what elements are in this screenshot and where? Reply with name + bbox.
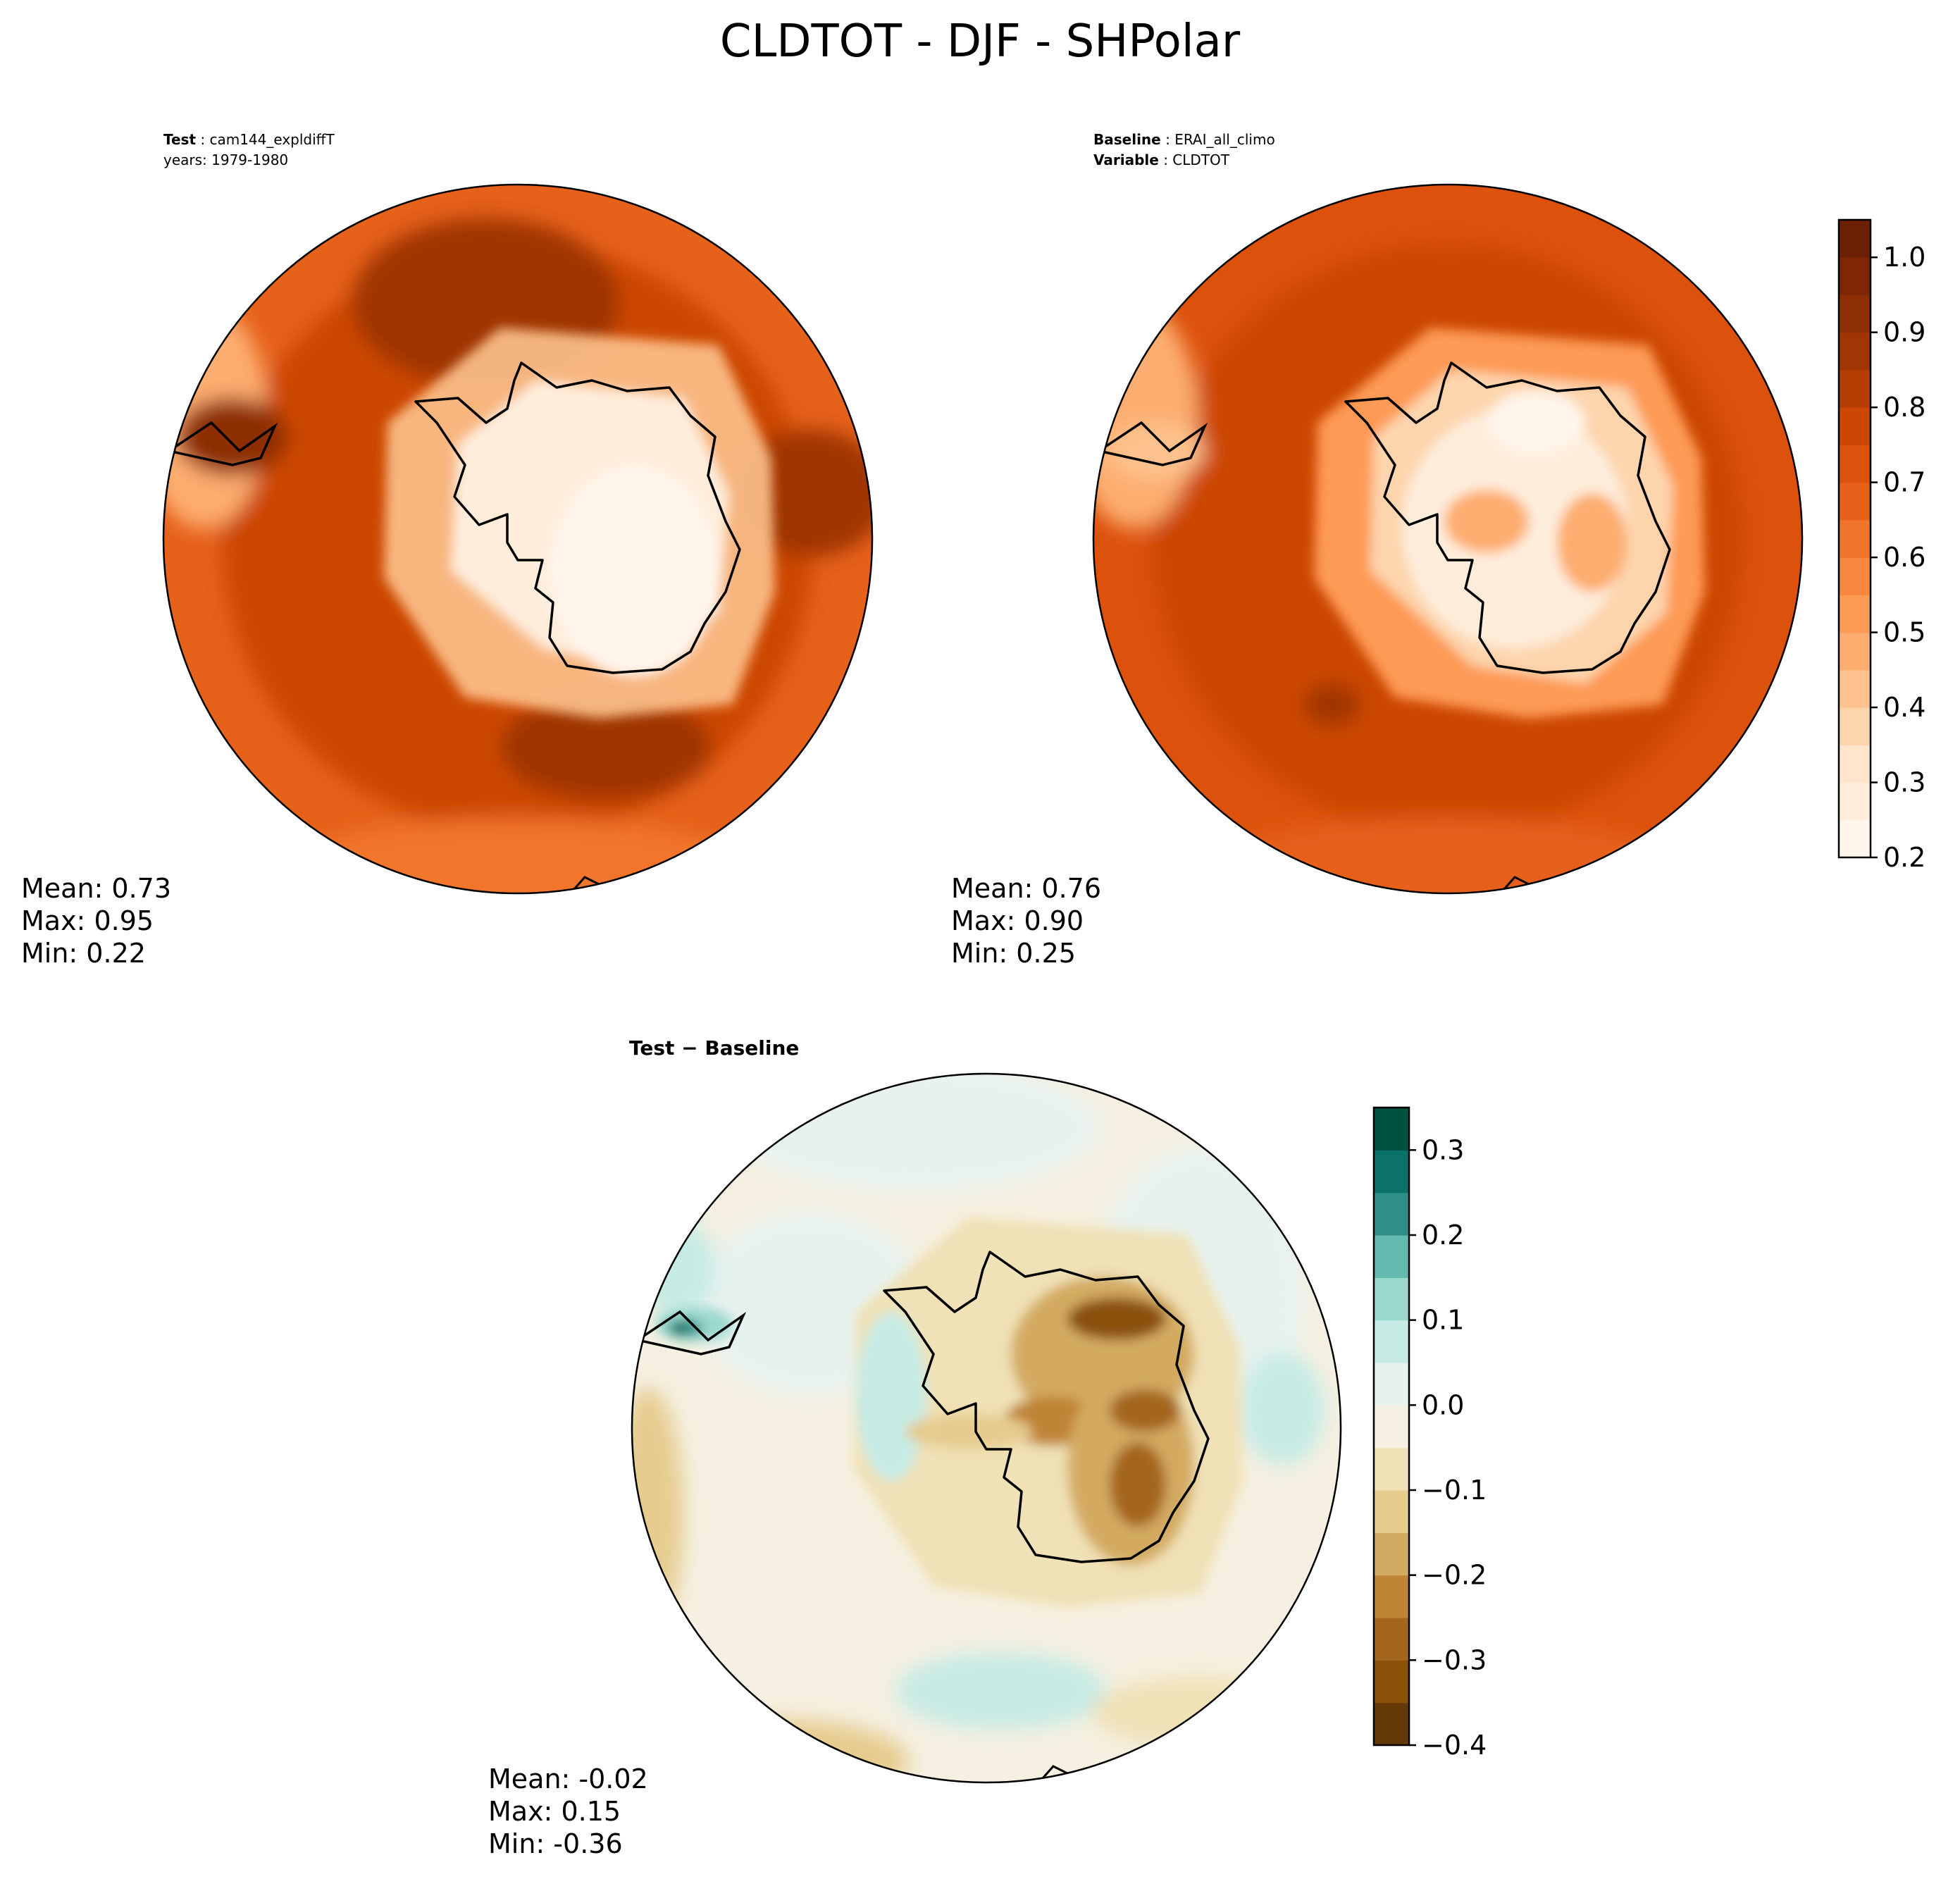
baseline-header-line-1: Baseline : ERAI_all_climo <box>1093 131 1275 148</box>
baseline-stat-min: Min: 0.25 <box>951 938 1076 969</box>
test-stat-mean: Mean: 0.73 <box>21 873 171 904</box>
difference-colorbar-band <box>1374 1532 1409 1576</box>
baseline-colorbar-band <box>1839 595 1871 633</box>
baseline-colorbar-band <box>1839 220 1871 258</box>
baseline-stat-mean: Mean: 0.76 <box>951 873 1101 904</box>
baseline-colorbar-band <box>1839 369 1871 408</box>
difference-colorbar-tick-label: 0.3 <box>1422 1134 1464 1165</box>
difference-colorbar-band <box>1374 1150 1409 1193</box>
panel-baseline: Baseline : ERAI_all_climo Variable : CLD… <box>951 131 1925 969</box>
baseline-colorbar: 0.2 0.3 0.4 0.5 0.6 0.7 0.8 0.9 1.0 <box>1837 218 1925 873</box>
difference-colorbar-band <box>1374 1192 1409 1236</box>
baseline-colorbar-tick-label: 0.5 <box>1883 617 1925 648</box>
baseline-colorbar-band <box>1839 445 1871 483</box>
difference-colorbar-band <box>1374 1490 1409 1533</box>
test-header-line-2: years: 1979-1980 <box>163 151 288 168</box>
difference-colorbar-band <box>1374 1618 1409 1661</box>
baseline-colorbar-tick-label: 0.4 <box>1883 692 1925 723</box>
difference-colorbar-tick-label: −0.3 <box>1422 1644 1487 1675</box>
baseline-stat-max: Max: 0.90 <box>951 905 1084 936</box>
baseline-colorbar-tick-label: 0.8 <box>1883 392 1925 423</box>
difference-colorbar-frame <box>1372 1106 1410 1747</box>
baseline-colorbar-tick-label: 0.9 <box>1883 317 1925 348</box>
difference-colorbar-tick-label: −0.1 <box>1422 1475 1487 1506</box>
baseline-colorbar-band <box>1839 819 1871 858</box>
baseline-colorbar-tick-label: 0.2 <box>1883 842 1925 873</box>
difference-map <box>632 1074 1341 1782</box>
difference-colorbar-tick-label: 0.0 <box>1422 1389 1464 1420</box>
difference-stat-mean: Mean: -0.02 <box>488 1763 648 1794</box>
test-stat-min: Min: 0.22 <box>21 938 146 969</box>
baseline-colorbar-band <box>1839 782 1871 821</box>
test-map <box>163 185 872 893</box>
baseline-colorbar-band <box>1839 669 1871 708</box>
baseline-colorbar-band <box>1839 745 1871 783</box>
panel-difference: Test − Baseline <box>488 1036 1487 1859</box>
baseline-colorbar-band <box>1839 332 1871 371</box>
baseline-colorbar-band <box>1839 632 1871 671</box>
baseline-colorbar-tick-label: 0.7 <box>1883 467 1925 498</box>
difference-colorbar-tick-label: −0.2 <box>1422 1560 1487 1591</box>
baseline-colorbar-tick-label: 1.0 <box>1883 242 1925 273</box>
difference-colorbar-band <box>1374 1575 1409 1618</box>
difference-colorbar-tick-label: 0.2 <box>1422 1220 1464 1251</box>
difference-colorbar-band <box>1374 1320 1409 1363</box>
baseline-colorbar-frame <box>1837 218 1872 859</box>
baseline-colorbar-band <box>1839 519 1871 558</box>
baseline-colorbar-band <box>1839 294 1871 333</box>
difference-colorbar-tick-label: 0.1 <box>1422 1305 1464 1336</box>
difference-colorbar-band <box>1374 1235 1409 1278</box>
difference-stat-max: Max: 0.15 <box>488 1796 621 1827</box>
test-map-boundary <box>162 183 874 895</box>
difference-colorbar-tick-label: −0.4 <box>1422 1730 1487 1761</box>
difference-colorbar: −0.4 −0.3 −0.2 −0.1 0.0 0.1 0.2 0.3 <box>1372 1106 1487 1761</box>
baseline-colorbar-tick-label: 0.6 <box>1883 542 1925 573</box>
baseline-header-line-2: Variable : CLDTOT <box>1093 151 1230 168</box>
difference-colorbar-band <box>1374 1702 1409 1746</box>
test-header-line-1: Test : cam144_expldiffT <box>163 131 335 148</box>
figure-title: CLDTOT - DJF - SHPolar <box>720 15 1241 68</box>
baseline-colorbar-band <box>1839 557 1871 595</box>
difference-map-boundary <box>631 1072 1342 1784</box>
difference-colorbar-band <box>1374 1405 1409 1449</box>
difference-stat-min: Min: -0.36 <box>488 1828 623 1859</box>
difference-colorbar-band <box>1374 1363 1409 1406</box>
difference-colorbar-band <box>1374 1447 1409 1491</box>
difference-colorbar-band <box>1374 1660 1409 1704</box>
baseline-colorbar-band <box>1839 407 1871 446</box>
test-stat-max: Max: 0.95 <box>21 905 154 936</box>
baseline-colorbar-band <box>1839 707 1871 745</box>
baseline-colorbar-band <box>1839 257 1871 296</box>
difference-colorbar-band <box>1374 1277 1409 1321</box>
baseline-map-boundary <box>1092 183 1804 895</box>
difference-header: Test − Baseline <box>629 1036 799 1060</box>
baseline-map <box>1093 185 1802 893</box>
difference-colorbar-band <box>1374 1108 1409 1151</box>
baseline-colorbar-tick-label: 0.3 <box>1883 767 1925 798</box>
baseline-colorbar-band <box>1839 482 1871 521</box>
panel-test: Test : cam144_expldiffT years: 1979-1980 <box>21 131 874 969</box>
